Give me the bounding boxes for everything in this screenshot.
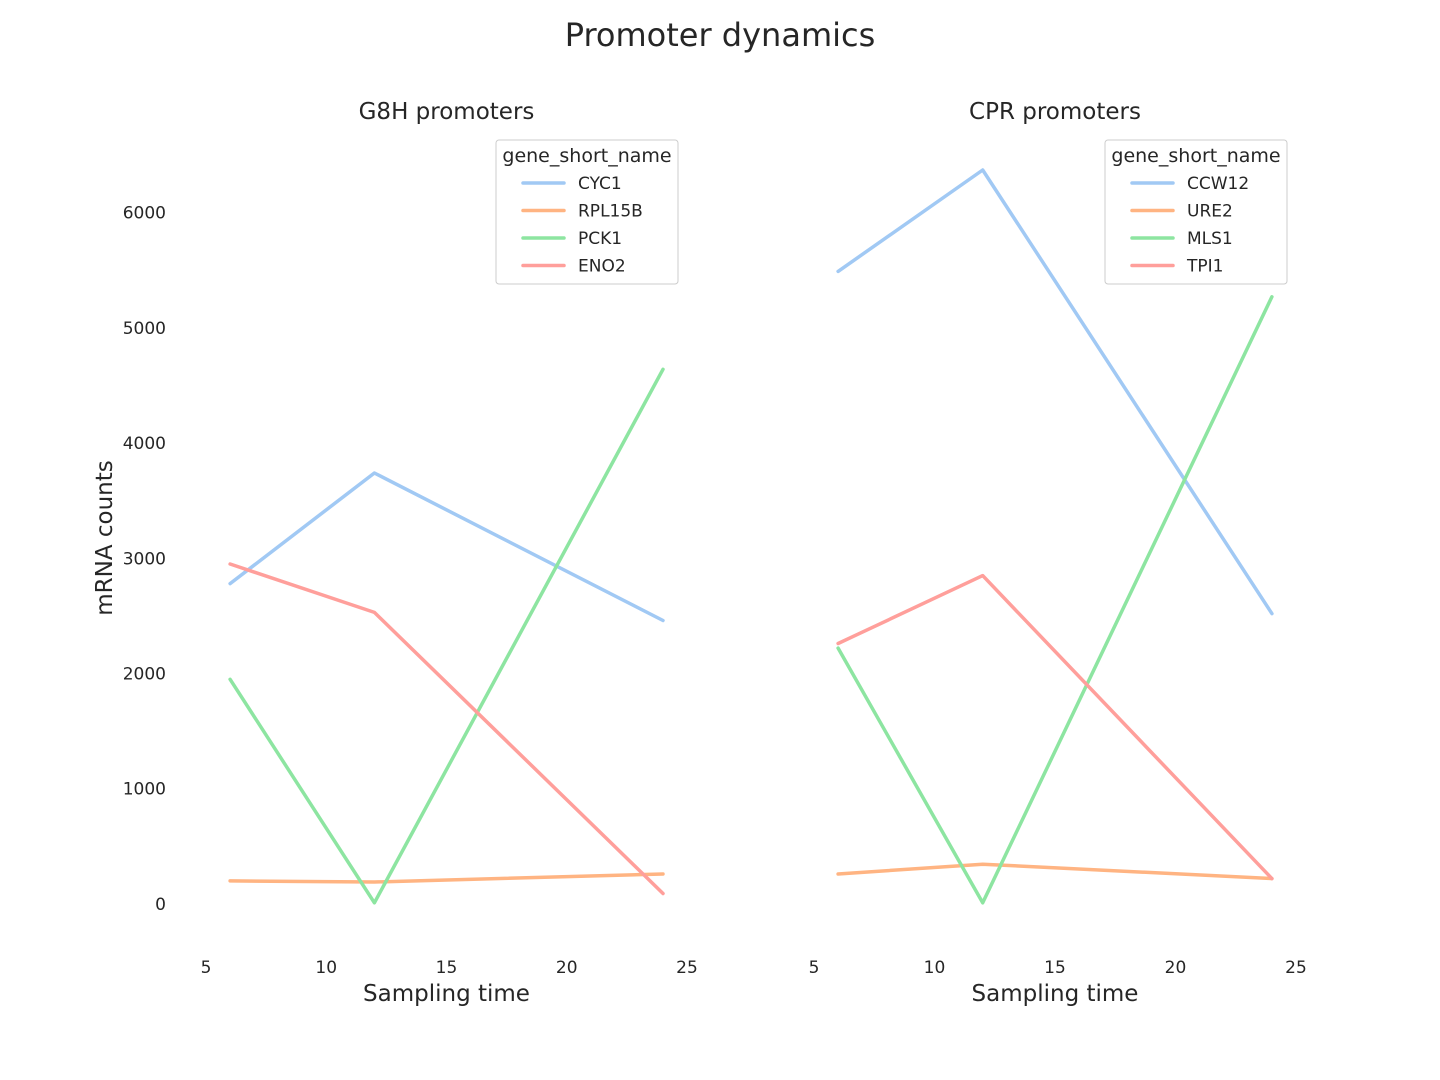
x-tick-label: 25 xyxy=(1285,958,1307,978)
panel-2: CPR promoters 5 10 15 20 25 Sampling time gene_… xyxy=(809,99,1307,1007)
legend-label: PCK1 xyxy=(578,229,622,249)
legend-label: CYC1 xyxy=(578,174,622,194)
x-tick-label: 10 xyxy=(315,958,337,978)
series-line-pck1 xyxy=(228,367,665,905)
series-line-cyc1 xyxy=(228,471,665,623)
series-line-ccw12 xyxy=(836,168,1274,616)
x-tick-label: 20 xyxy=(1165,958,1187,978)
series-line-tpi1 xyxy=(836,573,1274,881)
legend-label: URE2 xyxy=(1187,202,1233,222)
y-tick-label: 2000 xyxy=(123,664,166,684)
legend-title: gene_short_name xyxy=(502,145,671,167)
y-axis-label: mRNA counts xyxy=(92,460,118,616)
legend-title: gene_short_name xyxy=(1111,145,1280,167)
x-tick-label: 5 xyxy=(201,958,212,978)
legend-label: ENO2 xyxy=(578,257,626,277)
legend-label: CCW12 xyxy=(1187,174,1249,194)
legend-label: TPI1 xyxy=(1186,257,1223,277)
x-tick-label: 15 xyxy=(1044,958,1066,978)
x-tick-label: 5 xyxy=(809,958,820,978)
series-line-eno2 xyxy=(228,562,665,896)
x-tick-label: 25 xyxy=(676,958,698,978)
y-tick-label: 6000 xyxy=(123,204,166,224)
panel-title: G8H promoters xyxy=(359,99,535,125)
series-line-rpl15b xyxy=(228,872,665,884)
legend-label: RPL15B xyxy=(578,202,643,222)
panel-1: G8H promoters 5 10 15 20 25 0 1000 2000 3000 4000 5… xyxy=(123,99,698,1007)
legend-box xyxy=(495,139,679,285)
x-tick-label: 20 xyxy=(556,958,578,978)
y-tick-label: 1000 xyxy=(123,780,166,800)
y-tick-label: 5000 xyxy=(123,319,166,339)
legend: gene_short_name CCW12 URE2 MLS1 TPI1 xyxy=(1104,139,1288,285)
legend-label: MLS1 xyxy=(1187,229,1233,249)
series-line-mls1 xyxy=(836,295,1274,905)
y-tick-label: 3000 xyxy=(123,549,166,569)
x-axis-label: Sampling time xyxy=(363,981,530,1007)
y-tick-label: 0 xyxy=(155,895,166,915)
x-tick-label: 15 xyxy=(436,958,458,978)
panel-title: CPR promoters xyxy=(969,99,1141,125)
chart-panels: G8H promoters 5 10 15 20 25 0 1000 2000 3000 4000 5… xyxy=(123,99,1307,1007)
legend-box xyxy=(1104,139,1288,285)
figure-title: Promoter dynamics xyxy=(565,16,876,54)
series-line-ure2 xyxy=(836,862,1274,881)
legend: gene_short_name CYC1 RPL15B PCK1 ENO2 xyxy=(495,139,679,285)
x-axis-label: Sampling time xyxy=(972,981,1139,1007)
y-tick-label: 4000 xyxy=(123,434,166,454)
x-tick-label: 10 xyxy=(924,958,946,978)
